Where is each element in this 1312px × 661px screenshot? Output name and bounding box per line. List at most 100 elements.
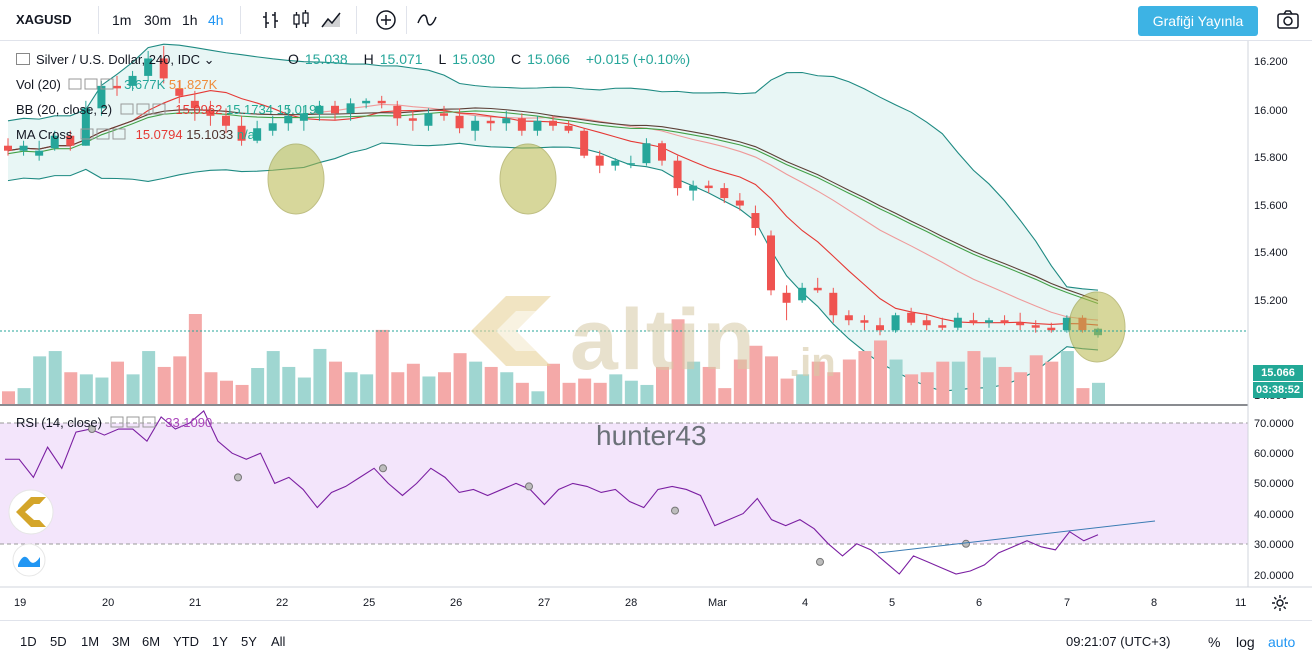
- candle-body: [471, 120, 480, 131]
- candle-body: [253, 128, 262, 141]
- date-tick: 8: [1151, 597, 1158, 609]
- rsi-tick: 20.0000: [1254, 570, 1294, 582]
- candle-body: [159, 58, 168, 79]
- indicator-settings-icon[interactable]: [120, 103, 168, 115]
- ma-label: MA Cross: [16, 127, 73, 142]
- volume-bar: [79, 374, 93, 404]
- volume-bar: [391, 372, 405, 404]
- indicator-settings-icon[interactable]: [110, 416, 158, 428]
- ma-slow-value: 15.1033: [186, 127, 234, 142]
- settings-gear-icon[interactable]: [1271, 594, 1289, 612]
- candle-body: [190, 100, 199, 109]
- volume-bar: [266, 351, 280, 404]
- bar-style-icon[interactable]: [260, 9, 282, 31]
- auto-scale-toggle[interactable]: auto: [1268, 634, 1296, 650]
- timezone-clock[interactable]: 09:21:07 (UTC+3): [1066, 634, 1171, 649]
- candle-body: [346, 103, 355, 114]
- range-1m[interactable]: 1M: [81, 634, 100, 649]
- candle-body: [907, 312, 916, 323]
- chevron-down-icon[interactable]: ⌄: [203, 52, 215, 67]
- ma-fast-value: 15.0794: [135, 127, 183, 142]
- candle-body: [626, 163, 635, 165]
- volume-bar: [671, 319, 685, 404]
- publish-chart-button[interactable]: Grafiği Yayınla: [1138, 6, 1258, 36]
- candles-icon[interactable]: [290, 9, 312, 31]
- interval-4h[interactable]: 4h: [208, 12, 224, 28]
- symbol-search[interactable]: XAGUSD: [16, 12, 72, 27]
- chart-area[interactable]: altin .in hunter43 Silver / U.S. Dollar,…: [0, 41, 1312, 615]
- candle-body: [362, 100, 371, 104]
- rsi-marker: [234, 473, 242, 482]
- candle-body: [299, 113, 308, 121]
- date-tick: 22: [276, 597, 289, 609]
- camera-icon[interactable]: [1276, 9, 1300, 31]
- volume-bar: [33, 356, 47, 404]
- candle-body: [50, 135, 59, 149]
- volume-bar: [796, 374, 810, 404]
- volume-legend[interactable]: Vol (20) 3.677K 51.827K: [16, 77, 217, 92]
- bb-legend[interactable]: BB (20, close, 2) 15.0962 15.1734 15.019…: [16, 102, 324, 117]
- indicator-settings-icon[interactable]: [80, 128, 128, 140]
- range-1y[interactable]: 1Y: [212, 634, 228, 649]
- price-tick: 15.800: [1254, 152, 1288, 164]
- date-tick: 26: [450, 597, 463, 609]
- volume-bar: [702, 366, 716, 404]
- range-5d[interactable]: 5D: [50, 634, 67, 649]
- symbol-legend[interactable]: Silver / U.S. Dollar, 240, IDC ⌄: [16, 52, 215, 68]
- bb-label: BB (20, close, 2): [16, 102, 113, 117]
- log-scale-toggle[interactable]: log: [1236, 634, 1255, 650]
- author-name: hunter43: [596, 420, 707, 451]
- bb-upper-line: [7, 43, 1099, 291]
- close-key: C: [510, 51, 522, 67]
- range-ytd[interactable]: YTD: [173, 634, 199, 649]
- price-tick: 15.400: [1254, 247, 1288, 259]
- compare-icon[interactable]: [416, 9, 438, 31]
- percent-scale-toggle[interactable]: %: [1208, 634, 1221, 650]
- range-6m[interactable]: 6M: [142, 634, 161, 649]
- volume-bar: [422, 376, 436, 404]
- date-tick: 25: [363, 597, 376, 609]
- trendline: [877, 520, 1156, 554]
- bar-countdown-badge: 03:38:52: [1253, 382, 1303, 398]
- candle-body: [4, 145, 12, 151]
- candle-body: [782, 292, 791, 303]
- candle-body: [113, 85, 121, 89]
- interval-30m[interactable]: 30m: [144, 12, 172, 28]
- candle-body: [1000, 320, 1009, 323]
- range-5y[interactable]: 5Y: [241, 634, 257, 649]
- collapse-icon[interactable]: [16, 53, 30, 65]
- volume-bar: [531, 391, 545, 404]
- rsi-tick: 70.0000: [1254, 418, 1294, 430]
- range-1d[interactable]: 1D: [20, 634, 37, 649]
- volume-bar: [111, 361, 124, 404]
- divider: [406, 6, 407, 34]
- volume-bar: [173, 356, 187, 404]
- volume-bar: [905, 374, 919, 404]
- ma-cross-legend[interactable]: MA Cross 15.0794 15.1033 n/a: [16, 127, 255, 142]
- interval-1m[interactable]: 1m: [112, 12, 132, 28]
- price-tick: 16.200: [1254, 56, 1288, 68]
- add-indicator-icon[interactable]: [375, 9, 397, 31]
- volume-bar: [811, 361, 825, 404]
- range-all[interactable]: All: [271, 634, 286, 649]
- volume-bar: [329, 361, 342, 404]
- range-3m[interactable]: 3M: [112, 634, 131, 649]
- candle-body: [222, 115, 230, 126]
- volume-bar: [142, 351, 156, 404]
- price-chart[interactable]: [0, 41, 1312, 615]
- volume-bar: [282, 366, 296, 404]
- area-chart-icon[interactable]: [320, 9, 342, 31]
- interval-1h[interactable]: 1h: [182, 12, 198, 28]
- date-tick: 11: [1235, 597, 1247, 609]
- candle-body: [891, 315, 900, 331]
- rsi-legend[interactable]: RSI (14, close) 33.1090: [16, 415, 212, 430]
- rsi-marker: [671, 506, 679, 515]
- volume-bar: [48, 351, 62, 404]
- volume-bar: [438, 372, 451, 404]
- volume-bar: [920, 372, 934, 404]
- volume-bar: [2, 391, 15, 404]
- candle-body: [767, 235, 775, 291]
- volume-bar: [562, 382, 576, 404]
- indicator-settings-icon[interactable]: [68, 78, 116, 90]
- candle-body: [19, 145, 28, 151]
